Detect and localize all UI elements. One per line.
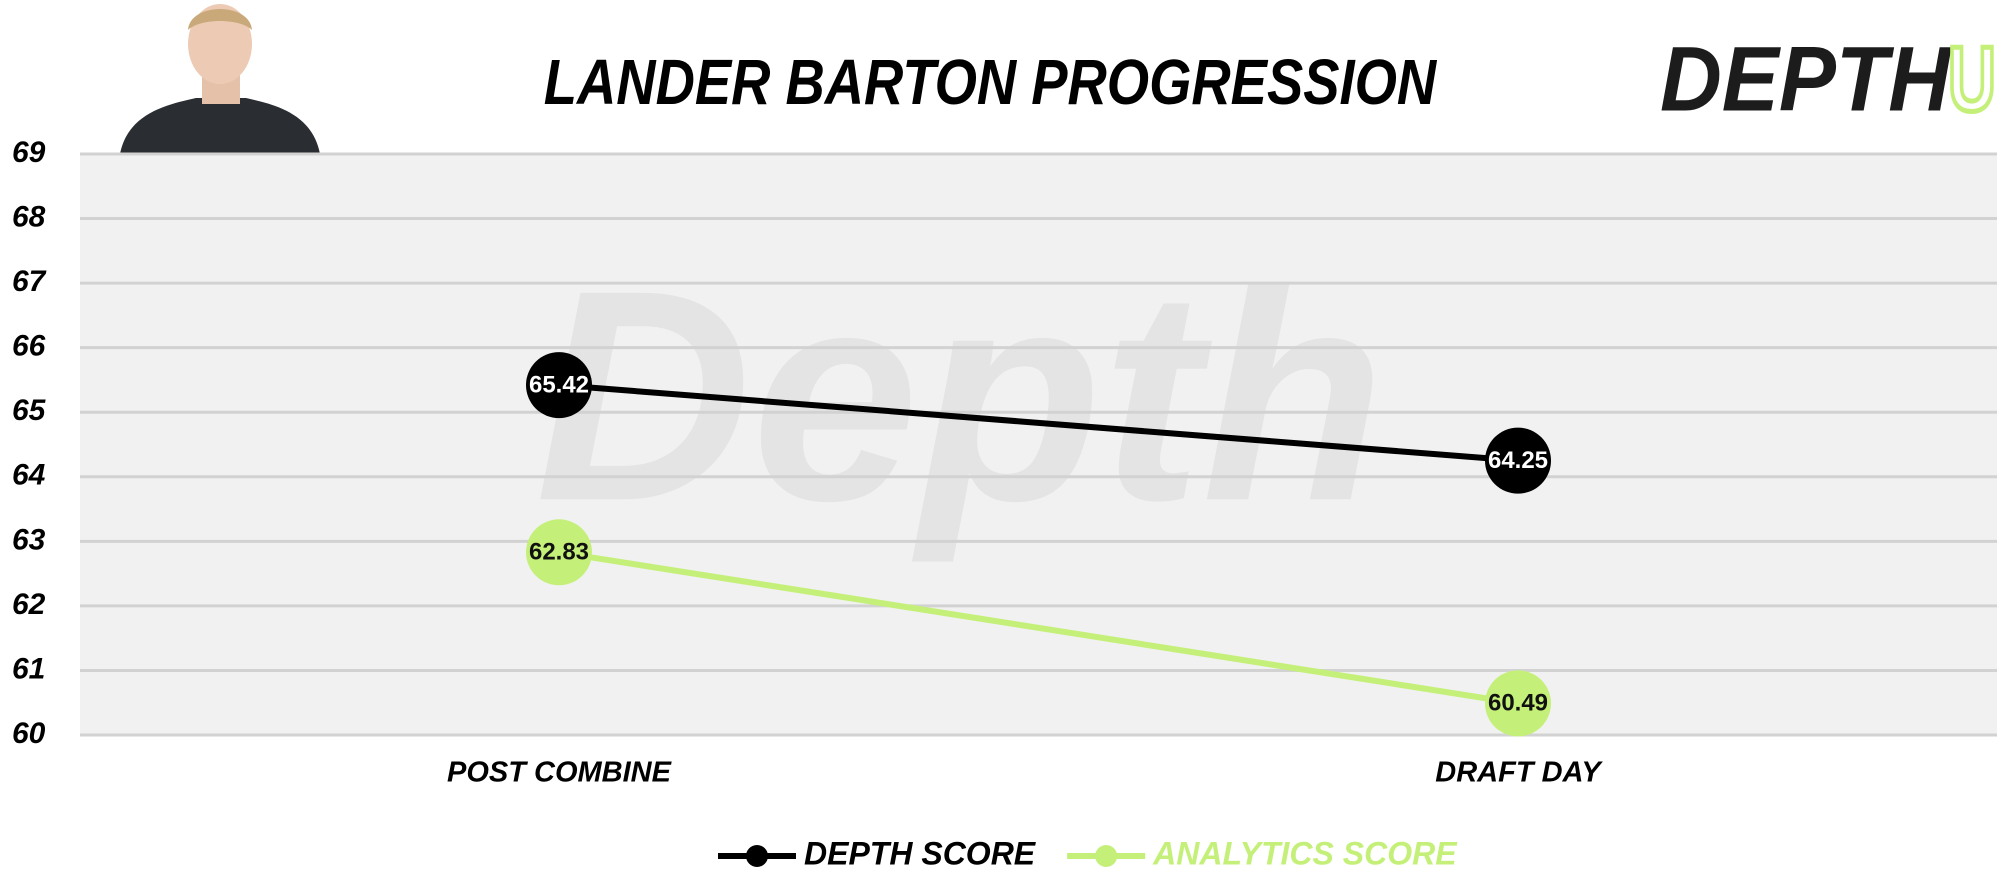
y-tick-label: 60 [12,717,46,750]
series-line [558,549,1519,707]
plot-area [80,154,1997,735]
y-tick-label: 69 [12,136,46,169]
legend-marker [1095,845,1118,867]
data-label: 65.42 [529,371,589,398]
y-tick-label: 66 [12,330,46,363]
data-label: 64.25 [1488,447,1548,474]
y-tick-label: 63 [12,523,46,556]
data-point [526,519,592,586]
data-point [1485,427,1551,494]
y-tick-label: 67 [12,265,47,298]
y-tick-label: 61 [12,652,45,685]
y-tick-label: 64 [12,459,46,492]
logo-text: DEPTH [1660,28,1952,130]
series-line [558,382,1519,464]
x-tick-label: POST COMBINE [447,757,673,789]
legend-marker [746,845,768,867]
data-label: 62.83 [529,539,589,566]
data-point [1485,670,1551,737]
legend-label: DEPTH SCORE [804,835,1037,871]
y-tick-label: 68 [12,200,46,233]
y-tick-label: 62 [12,588,46,621]
logo-accent: U [1948,28,1996,130]
data-label: 60.49 [1488,690,1548,717]
data-point [526,352,592,419]
legend-label: ANALYTICS SCORE [1152,835,1458,871]
y-tick-label: 65 [12,394,47,427]
player-photo [120,4,320,154]
logo: DEPTH U [1660,26,1999,133]
chart-title: LANDER BARTON PROGRESSION [544,46,1437,118]
x-tick-label: DRAFT DAY [1435,757,1603,789]
